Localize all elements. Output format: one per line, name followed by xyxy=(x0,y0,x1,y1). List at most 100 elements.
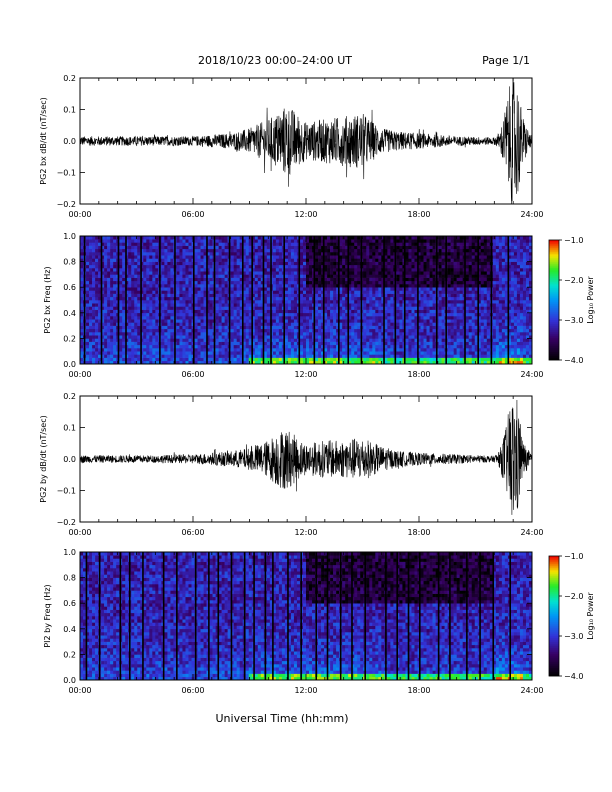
heatmap-cell xyxy=(429,351,433,355)
heatmap-cell xyxy=(122,348,126,352)
heatmap-cell xyxy=(170,300,174,304)
heatmap-cell xyxy=(167,268,171,272)
heatmap-cell xyxy=(164,354,168,358)
heatmap-cell xyxy=(315,290,319,294)
heatmap-cell xyxy=(248,360,253,365)
heatmap-cell xyxy=(203,303,207,307)
heatmap-cell xyxy=(80,316,84,320)
heatmap-cell xyxy=(89,255,93,259)
heatmap-cell xyxy=(242,296,247,301)
heatmap-cell xyxy=(140,277,144,282)
heatmap-cell xyxy=(218,306,222,310)
heatmap-cell xyxy=(194,351,198,355)
heatmap-cell xyxy=(384,328,388,333)
heatmap-cell xyxy=(441,338,445,342)
heatmap-cell xyxy=(119,357,123,362)
heatmap-cell xyxy=(324,245,328,250)
heatmap-cell xyxy=(194,344,198,349)
heatmap-cell xyxy=(284,351,289,355)
heatmap-cell xyxy=(275,258,280,262)
heatmap-cell xyxy=(384,300,388,304)
heatmap-cell xyxy=(351,268,355,272)
heatmap-cell xyxy=(321,296,325,301)
heatmap-cell xyxy=(230,319,234,323)
heatmap-cell xyxy=(260,325,265,330)
heatmap-cell xyxy=(417,293,421,298)
heatmap-cell xyxy=(113,239,117,243)
heatmap-cell xyxy=(324,248,328,253)
heatmap-cell xyxy=(441,268,445,272)
heatmap-cell xyxy=(266,325,271,330)
heatmap-cell xyxy=(302,239,307,243)
heatmap-cell xyxy=(242,293,247,298)
heatmap-cell xyxy=(197,328,201,333)
heatmap-cell xyxy=(188,348,192,352)
heatmap-cell xyxy=(408,341,412,346)
heatmap-cell xyxy=(200,312,204,317)
heatmap-cell xyxy=(345,303,349,307)
heatmap-cell xyxy=(152,300,156,304)
heatmap-cell xyxy=(438,245,442,250)
heatmap-cell xyxy=(438,252,442,256)
heatmap-cell xyxy=(324,277,328,282)
heatmap-cell xyxy=(417,261,421,266)
heatmap-cell xyxy=(254,344,259,349)
heatmap-cell xyxy=(95,338,99,342)
heatmap-cell xyxy=(176,300,180,304)
heatmap-cell xyxy=(101,252,105,256)
heatmap-cell xyxy=(233,280,237,285)
header-title: 2018/10/23 00:00–24:00 UT xyxy=(198,54,352,67)
heatmap-cell xyxy=(345,344,349,349)
heatmap-cell xyxy=(423,360,427,365)
heatmap-cell xyxy=(408,303,412,307)
heatmap-cell xyxy=(272,338,277,342)
heatmap-cell xyxy=(432,261,436,266)
heatmap-cell xyxy=(98,255,102,259)
heatmap-cell xyxy=(333,322,337,326)
heatmap-cell xyxy=(239,332,244,336)
heatmap-cell xyxy=(396,277,400,282)
heatmap-cell xyxy=(101,322,105,326)
heatmap-cell xyxy=(137,344,141,349)
heatmap-cell xyxy=(423,300,427,304)
heatmap-cell xyxy=(143,360,147,365)
heatmap-cell xyxy=(245,287,250,291)
heatmap-cell xyxy=(221,236,225,240)
heatmap-cell xyxy=(245,338,250,342)
heatmap-cell xyxy=(233,258,237,262)
heatmap-cell xyxy=(176,296,180,301)
heatmap-cell xyxy=(290,258,295,262)
heatmap-cell xyxy=(152,258,156,262)
heatmap-cell xyxy=(399,242,403,246)
heatmap-cell xyxy=(125,300,129,304)
heatmap-cell xyxy=(260,348,265,352)
heatmap-cell xyxy=(420,293,424,298)
heatmap-cell xyxy=(149,325,153,330)
heatmap-cell xyxy=(185,296,189,301)
heatmap-cell xyxy=(372,239,376,243)
heatmap-cell xyxy=(336,274,340,278)
heatmap-cell xyxy=(441,290,445,294)
heatmap-cell xyxy=(390,316,394,320)
heatmap-cell xyxy=(315,341,319,346)
heatmap-cell xyxy=(113,316,117,320)
heatmap-cell xyxy=(263,312,268,317)
heatmap-cell xyxy=(309,242,313,246)
heatmap-cell xyxy=(182,332,186,336)
heatmap-cell xyxy=(290,354,295,358)
heatmap-cell xyxy=(101,303,105,307)
heatmap-cell xyxy=(248,328,253,333)
heatmap-cell xyxy=(113,322,117,326)
heatmap-cell xyxy=(378,252,382,256)
heatmap-cell xyxy=(218,312,222,317)
heatmap-cell xyxy=(248,290,253,294)
heatmap-cell xyxy=(149,338,153,342)
heatmap-cell xyxy=(266,280,271,285)
heatmap-cell xyxy=(143,287,147,291)
heatmap-cell xyxy=(293,360,298,365)
heatmap-cell xyxy=(423,335,427,339)
heatmap-cell xyxy=(236,287,240,291)
heatmap-cell xyxy=(218,316,222,320)
heatmap-cell xyxy=(378,271,382,275)
heatmap-cell xyxy=(408,271,412,275)
